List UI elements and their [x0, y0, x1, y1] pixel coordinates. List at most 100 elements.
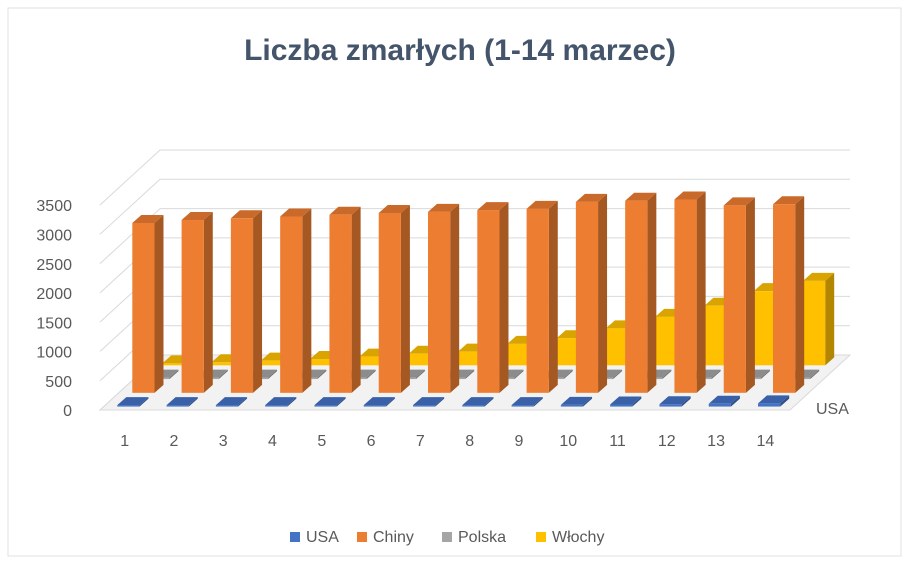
bar [462, 397, 494, 407]
y-tick-label: 1000 [36, 345, 72, 362]
bar-side [681, 396, 691, 407]
bar-side [450, 203, 460, 393]
bar-top [773, 196, 805, 205]
bar-front [166, 405, 189, 407]
bar-front [704, 305, 727, 366]
bar-front [803, 280, 826, 366]
bar-side [647, 192, 657, 393]
bar-front [610, 404, 633, 407]
bar-side [366, 369, 376, 380]
bar-top [803, 272, 835, 281]
bar-front [215, 405, 239, 407]
bar [329, 206, 361, 393]
bar [166, 397, 198, 407]
bar-front [655, 316, 678, 366]
legend-label: Chiny [373, 529, 414, 546]
bar-front [723, 205, 746, 393]
bar [117, 397, 149, 407]
bar-side [302, 208, 312, 393]
bar-side [711, 369, 721, 380]
bar-top [413, 397, 445, 406]
x-tick-label: 13 [707, 433, 725, 450]
bar-side [154, 214, 164, 393]
x-tick-label: 14 [756, 433, 774, 450]
bar-top [181, 212, 213, 221]
bar-front [753, 291, 776, 366]
bar-side [745, 197, 755, 393]
bar-front [413, 405, 436, 407]
grid-line [99, 149, 850, 206]
bar-front [314, 405, 337, 407]
x-tick-label: 6 [367, 433, 376, 450]
depth-label: USA [816, 401, 849, 418]
bar [230, 210, 263, 393]
bar-side [662, 369, 672, 380]
bar-top [166, 397, 198, 406]
bar-side [613, 369, 623, 380]
bar-side [780, 395, 790, 407]
bar-side [499, 202, 509, 393]
bar-side [203, 212, 213, 393]
x-tick-label: 9 [514, 433, 523, 450]
chart-title: Liczba zmarłych (1-14 marzec) [244, 34, 676, 67]
bar-top [428, 203, 460, 212]
bar-side [435, 397, 445, 407]
bar [526, 200, 558, 393]
bar [363, 397, 395, 407]
y-tick-label: 1500 [36, 315, 72, 332]
grid-line [99, 178, 850, 235]
bar-front [132, 222, 155, 393]
bar-top [230, 210, 263, 219]
bar-front [363, 405, 386, 407]
bar-front [605, 328, 629, 366]
bar-top [280, 208, 312, 217]
y-tick-label: 0 [63, 403, 72, 420]
x-tick-label: 11 [609, 433, 626, 450]
bar [708, 395, 740, 407]
bar-side [188, 397, 198, 407]
bar-side [400, 204, 410, 393]
bar-top [477, 202, 509, 211]
bar-front [659, 404, 682, 407]
x-tick-label: 4 [268, 433, 277, 450]
legend-label: USA [306, 529, 339, 546]
bar-front [329, 214, 352, 393]
bar-top [378, 204, 410, 213]
legend-label: Polska [458, 529, 506, 546]
bar [428, 203, 460, 393]
bar-side [268, 369, 278, 380]
bar-side [253, 210, 263, 393]
x-tick-label: 1 [120, 433, 129, 450]
bar [477, 202, 509, 393]
bar-side [810, 369, 820, 380]
y-tick-label: 2500 [36, 257, 72, 274]
bar-side [218, 369, 228, 380]
y-tick-label: 500 [45, 374, 72, 391]
bar-side [287, 397, 297, 407]
bar-top [117, 397, 149, 406]
bar-side [169, 369, 179, 380]
bar-side [336, 397, 346, 407]
bar-side [583, 396, 593, 407]
bar-top [674, 191, 706, 200]
bar-side [139, 397, 149, 407]
grid-line [99, 208, 850, 264]
bar-side [533, 397, 543, 407]
bar [314, 397, 346, 407]
bar-top [560, 396, 593, 405]
bar-side [760, 369, 770, 380]
bar-front [359, 356, 382, 366]
legend-label: Włochy [552, 529, 604, 546]
legend-swatch [536, 532, 546, 542]
x-tick-label: 5 [317, 433, 326, 450]
bar [625, 192, 657, 393]
bar-side [465, 369, 475, 380]
bar [758, 395, 790, 407]
bar-front [211, 362, 234, 366]
bar [215, 397, 248, 407]
bar-front [181, 220, 204, 393]
bar-top [265, 397, 297, 406]
bar-front [428, 211, 451, 393]
x-tick-label: 3 [219, 433, 228, 450]
